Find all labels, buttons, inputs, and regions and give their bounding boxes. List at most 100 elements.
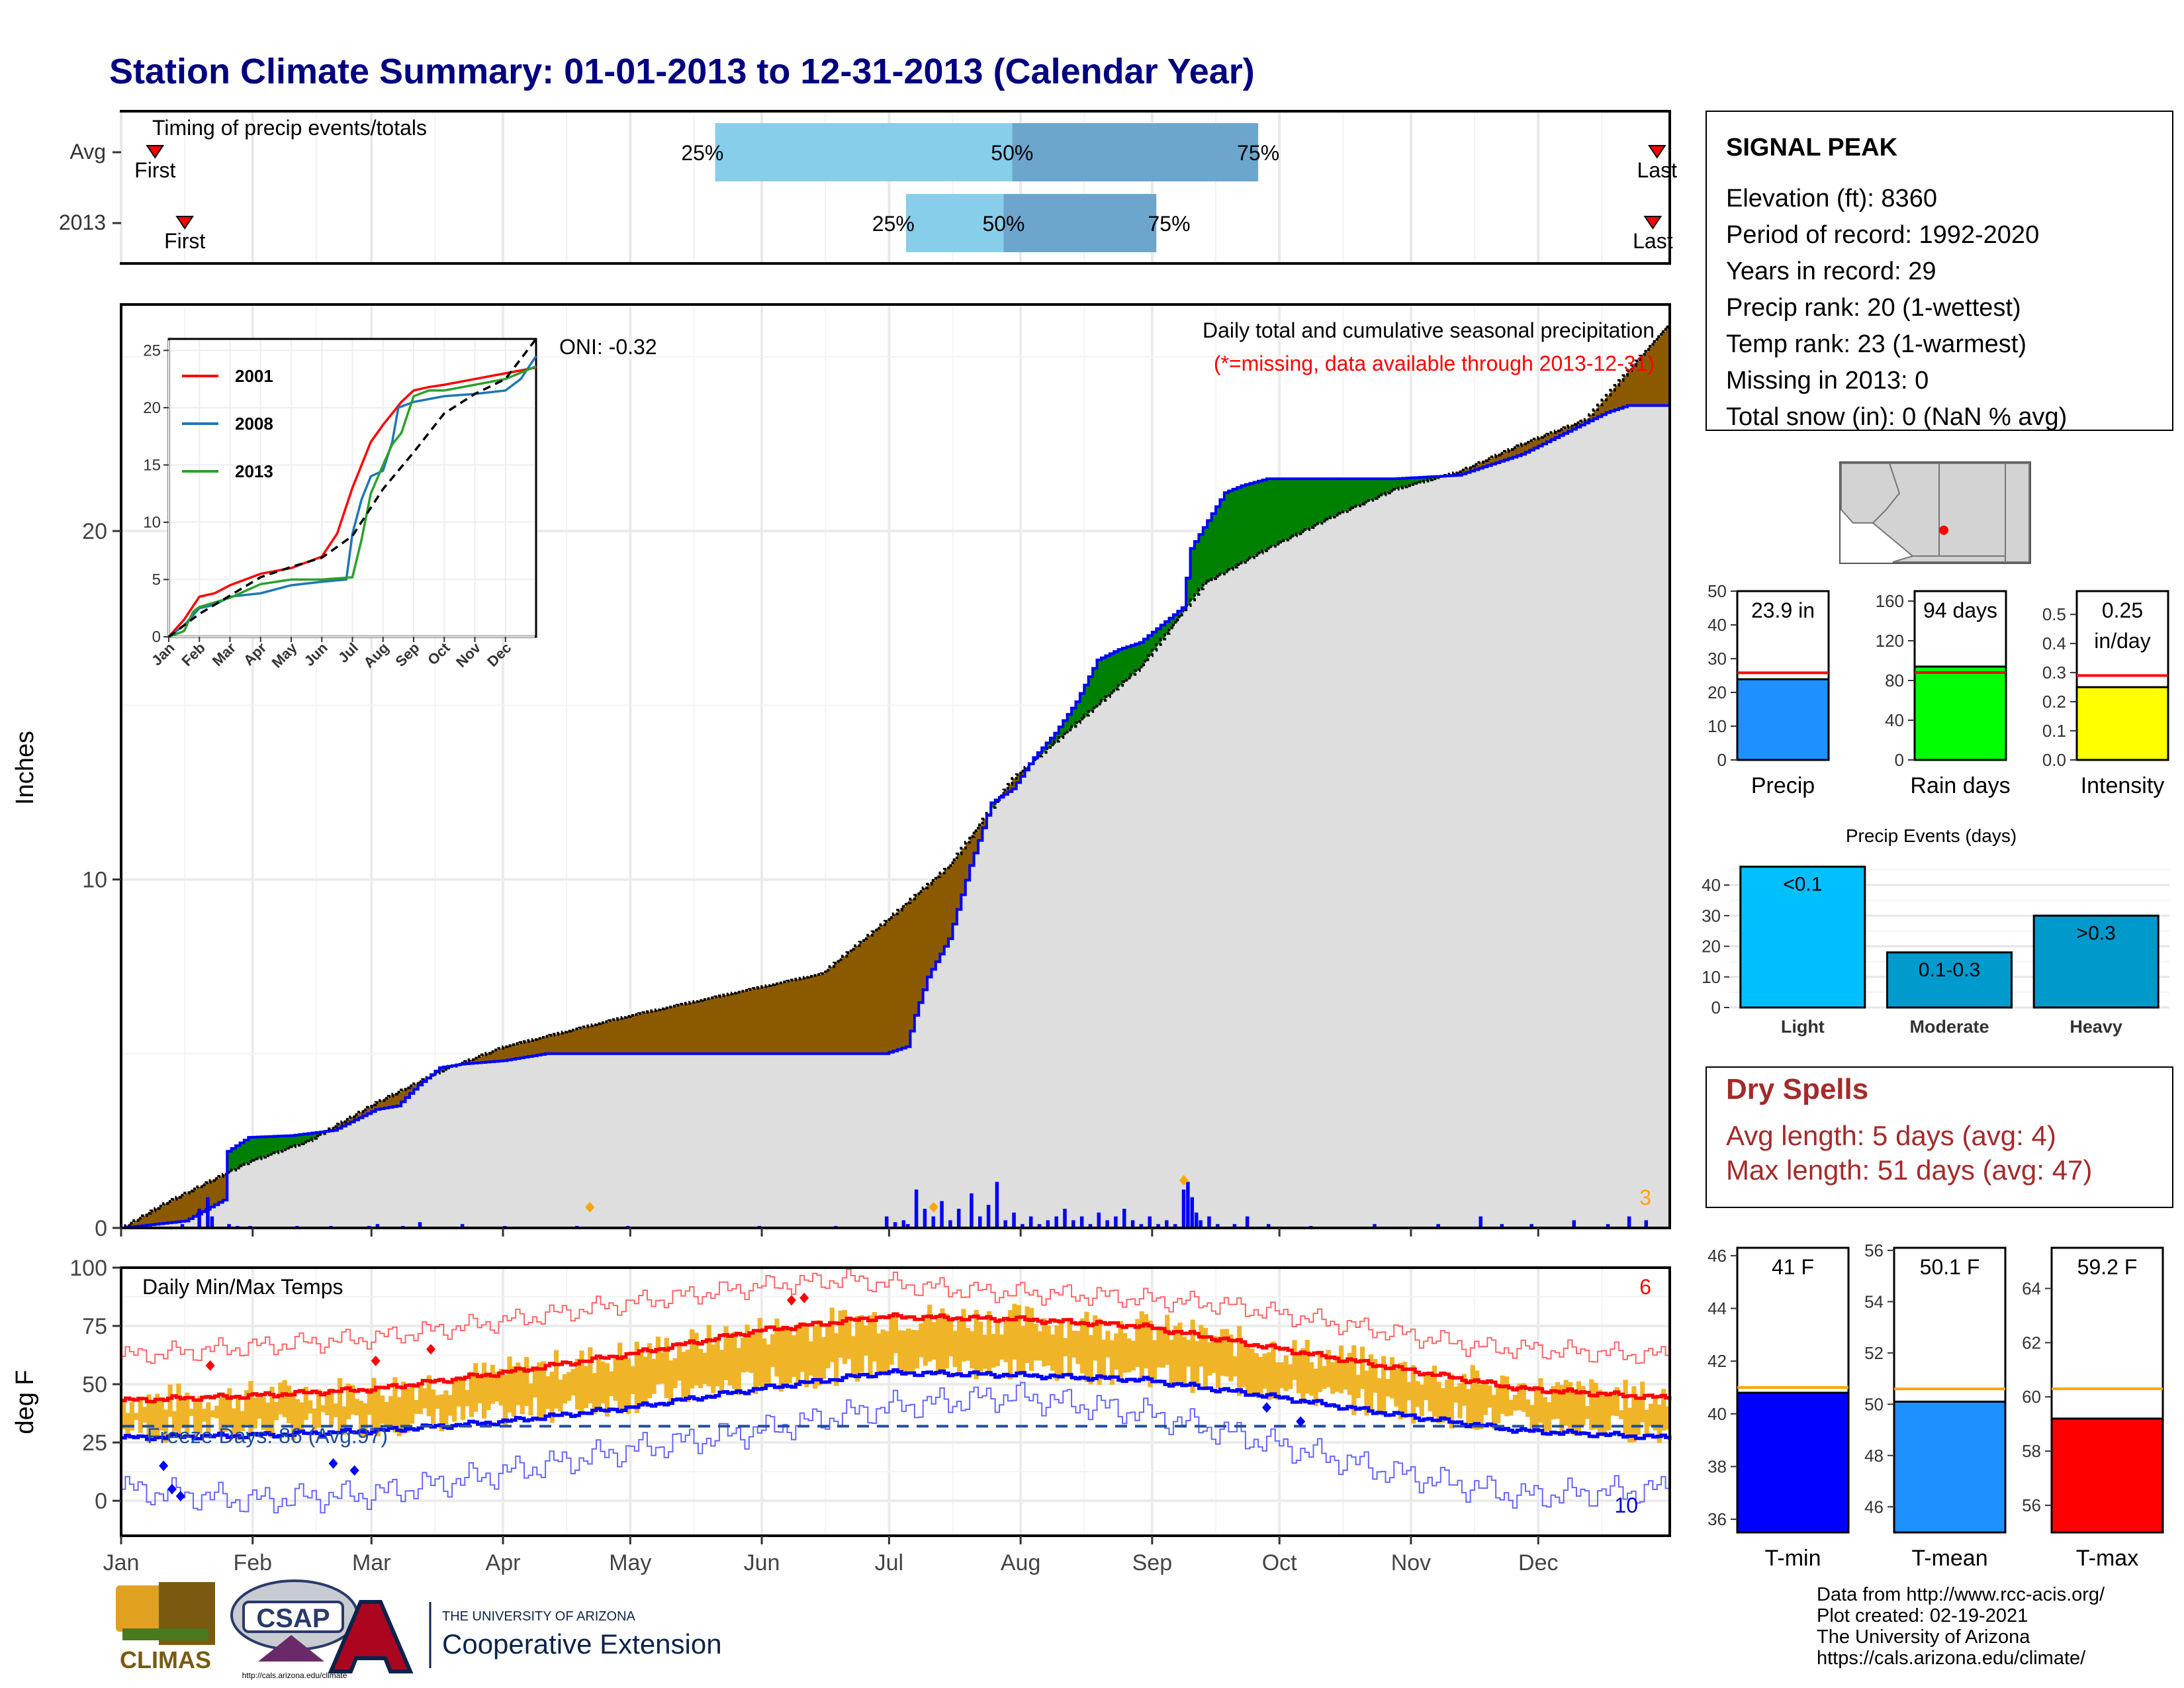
temp-range-bar bbox=[1105, 1331, 1111, 1358]
y2013-first-marker bbox=[175, 216, 195, 230]
small-y-tick-label: 54 bbox=[1864, 1291, 1884, 1311]
record-high-marker bbox=[371, 1355, 381, 1366]
record-precip-marker bbox=[1179, 1175, 1189, 1186]
month-label: Jan bbox=[103, 1550, 140, 1575]
category-label: Precip bbox=[1751, 773, 1815, 798]
temps-corner-high: 6 bbox=[1639, 1275, 1651, 1299]
daily-precip-bar bbox=[893, 1222, 897, 1228]
temp-range-bar bbox=[422, 1388, 428, 1409]
temp-range-bar bbox=[694, 1333, 699, 1385]
temp-range-bar bbox=[634, 1341, 639, 1413]
small-y-tick-label: 44 bbox=[1707, 1299, 1727, 1319]
dry-spells-max-length: Max length: 51 days (avg: 47) bbox=[1726, 1154, 2092, 1186]
inset-y-tick-label: 0 bbox=[152, 628, 161, 646]
temp-range-bar bbox=[1160, 1327, 1165, 1368]
temp-range-bar bbox=[371, 1378, 377, 1434]
temp-range-bar bbox=[651, 1358, 657, 1394]
temp-range-bar bbox=[1394, 1368, 1399, 1407]
temps-title: Daily Min/Max Temps bbox=[142, 1275, 343, 1299]
temp-range-bar bbox=[948, 1319, 954, 1357]
temp-range-bar bbox=[1165, 1315, 1170, 1365]
temp-range-bar bbox=[171, 1411, 177, 1432]
value-bar bbox=[1913, 665, 2007, 761]
temp-range-bar bbox=[185, 1392, 190, 1436]
temp-range-bar bbox=[723, 1326, 729, 1380]
daily-precip-bar bbox=[1373, 1224, 1377, 1228]
month-label: Apr bbox=[486, 1550, 521, 1575]
daily-precip-bar bbox=[1054, 1216, 1058, 1228]
month-label: Dec bbox=[1518, 1550, 1558, 1575]
temps-y-label: deg F bbox=[11, 1370, 39, 1434]
surplus-area bbox=[227, 476, 1445, 1172]
temp-range-bar bbox=[507, 1356, 512, 1413]
temp-range-bar bbox=[1428, 1372, 1433, 1412]
temp-range-bar bbox=[1093, 1315, 1098, 1361]
temp-range-bar bbox=[1457, 1383, 1463, 1419]
small-y-tick-label: 120 bbox=[1876, 631, 1904, 651]
temp-range-bar bbox=[1237, 1326, 1242, 1396]
y2013-last-label: Last bbox=[1633, 229, 1673, 253]
temp-range-bar bbox=[974, 1309, 979, 1380]
precip-events-x-label: Heavy bbox=[2070, 1017, 2122, 1037]
temp-range-bar bbox=[1445, 1380, 1450, 1421]
temp-range-bar bbox=[884, 1331, 890, 1373]
temp-range-bar bbox=[1186, 1339, 1191, 1367]
small-y-tick-label: 30 bbox=[1707, 649, 1727, 669]
temp-range-bar bbox=[931, 1322, 936, 1360]
temp-range-bar bbox=[897, 1330, 903, 1370]
temp-range-bar bbox=[910, 1329, 915, 1371]
precip-events-x-label: Moderate bbox=[1909, 1017, 1989, 1037]
avg-first-label: First bbox=[134, 158, 175, 182]
precip-y-label: Inches bbox=[11, 731, 39, 805]
avg-p50-p75-bar bbox=[1012, 123, 1259, 181]
temp-range-bar bbox=[134, 1413, 139, 1421]
temp-range-bar bbox=[341, 1406, 347, 1435]
university-arizona-logo: THE UNIVERSITY OF ARIZONA Cooperative Ex… bbox=[328, 1600, 722, 1673]
temp-range-bar bbox=[1241, 1343, 1246, 1387]
temp-range-bar bbox=[940, 1308, 945, 1374]
record-high-marker bbox=[205, 1360, 215, 1371]
small-y-tick-label: 160 bbox=[1876, 591, 1904, 611]
temp-range-bar bbox=[1653, 1395, 1658, 1430]
temp-range-bar bbox=[621, 1358, 627, 1409]
temp-range-bar bbox=[1419, 1384, 1424, 1417]
temp-range-bar bbox=[1220, 1329, 1225, 1376]
temp-range-bar bbox=[520, 1370, 525, 1415]
temp-range-bar bbox=[1521, 1383, 1526, 1412]
record-high-marker bbox=[786, 1295, 796, 1306]
temp-range-bar bbox=[1559, 1385, 1565, 1436]
temp-range-bar bbox=[1224, 1329, 1230, 1377]
temp-range-bar bbox=[1593, 1383, 1598, 1430]
station-info-box: SIGNAL PEAK Elevation (ft): 8360 Period … bbox=[1706, 111, 2173, 431]
temp-range-bar bbox=[1657, 1404, 1662, 1443]
daily-precip-bar bbox=[1063, 1209, 1067, 1228]
station-line-period: Period of record: 1992-2020 bbox=[1726, 221, 2039, 249]
inset-legend-label: 2013 bbox=[235, 461, 273, 481]
temp-range-bar bbox=[923, 1318, 928, 1366]
daily-precip-bar bbox=[1148, 1216, 1152, 1228]
temp-range-bar bbox=[1368, 1354, 1374, 1411]
month-label: Aug bbox=[1001, 1550, 1041, 1575]
temp-range-bar bbox=[685, 1349, 690, 1402]
temp-range-bar bbox=[532, 1369, 538, 1398]
temp-range-bar bbox=[1351, 1345, 1357, 1415]
temp-range-bar bbox=[481, 1362, 487, 1419]
inset-lines bbox=[167, 338, 537, 638]
small-y-tick-label: 46 bbox=[1864, 1497, 1884, 1517]
temp-range-bar bbox=[1130, 1340, 1136, 1371]
temp-range-bar bbox=[1602, 1395, 1607, 1437]
temp-range-bar bbox=[409, 1385, 415, 1424]
avg-p25-label: 25% bbox=[681, 141, 723, 165]
temp-range-bar bbox=[639, 1351, 644, 1406]
temp-range-bar bbox=[698, 1348, 704, 1389]
temp-range-bar bbox=[579, 1350, 584, 1415]
temp-range-bar bbox=[592, 1373, 597, 1415]
csap-logo: CSAP http://cals.arizona.edu/climate bbox=[230, 1579, 359, 1680]
temp-range-bar bbox=[447, 1395, 453, 1416]
small-y-tick-label: 40 bbox=[1707, 1404, 1727, 1424]
temp-range-bar bbox=[859, 1315, 864, 1373]
temp-range-bar bbox=[1024, 1306, 1030, 1364]
temp-range-bar bbox=[354, 1399, 359, 1416]
temp-range-bar bbox=[893, 1315, 899, 1354]
